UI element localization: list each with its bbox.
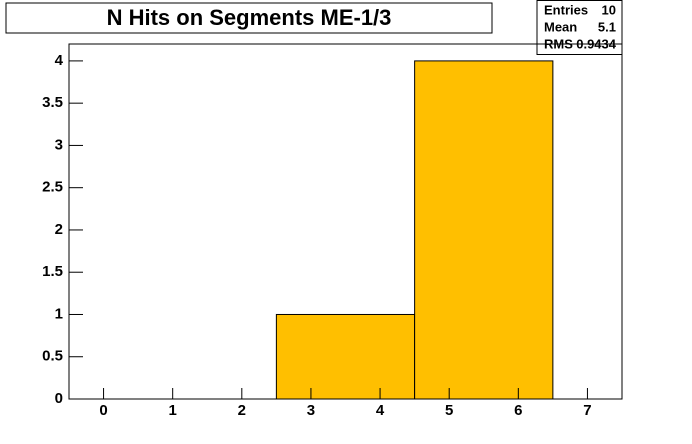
y-tick-label: 3 <box>55 136 63 153</box>
y-tick-label: 3.5 <box>42 94 63 111</box>
x-tick-label: 6 <box>514 402 522 419</box>
y-tick-label: 2 <box>55 221 63 238</box>
x-tick-label: 3 <box>307 402 315 419</box>
stat-value: 10 <box>602 2 616 17</box>
stat-label: Entries <box>544 2 588 17</box>
stat-value: 5.1 <box>598 19 616 34</box>
stat-label: Mean <box>544 19 577 34</box>
y-tick-label: 0.5 <box>42 348 63 365</box>
stat-value: 0.9434 <box>576 36 617 51</box>
x-tick-label: 1 <box>169 402 177 419</box>
stat-label: RMS <box>544 36 573 51</box>
bar <box>275 313 416 400</box>
y-tick-label: 0 <box>55 390 63 407</box>
y-tick-label: 4 <box>55 52 64 69</box>
stats-box <box>536 0 623 55</box>
bar <box>414 60 554 400</box>
x-tick-label: 4 <box>376 402 385 419</box>
x-tick-label: 5 <box>445 402 453 419</box>
x-tick-label: 2 <box>238 402 246 419</box>
x-tick-label: 0 <box>99 402 107 419</box>
y-tick-label: 1.5 <box>42 263 63 280</box>
x-tick-label: 7 <box>583 402 591 419</box>
chart-title: N Hits on Segments ME-1/3 <box>107 5 392 30</box>
title-box <box>5 2 493 34</box>
y-tick-label: 2.5 <box>42 179 63 196</box>
y-tick-label: 1 <box>55 305 63 322</box>
